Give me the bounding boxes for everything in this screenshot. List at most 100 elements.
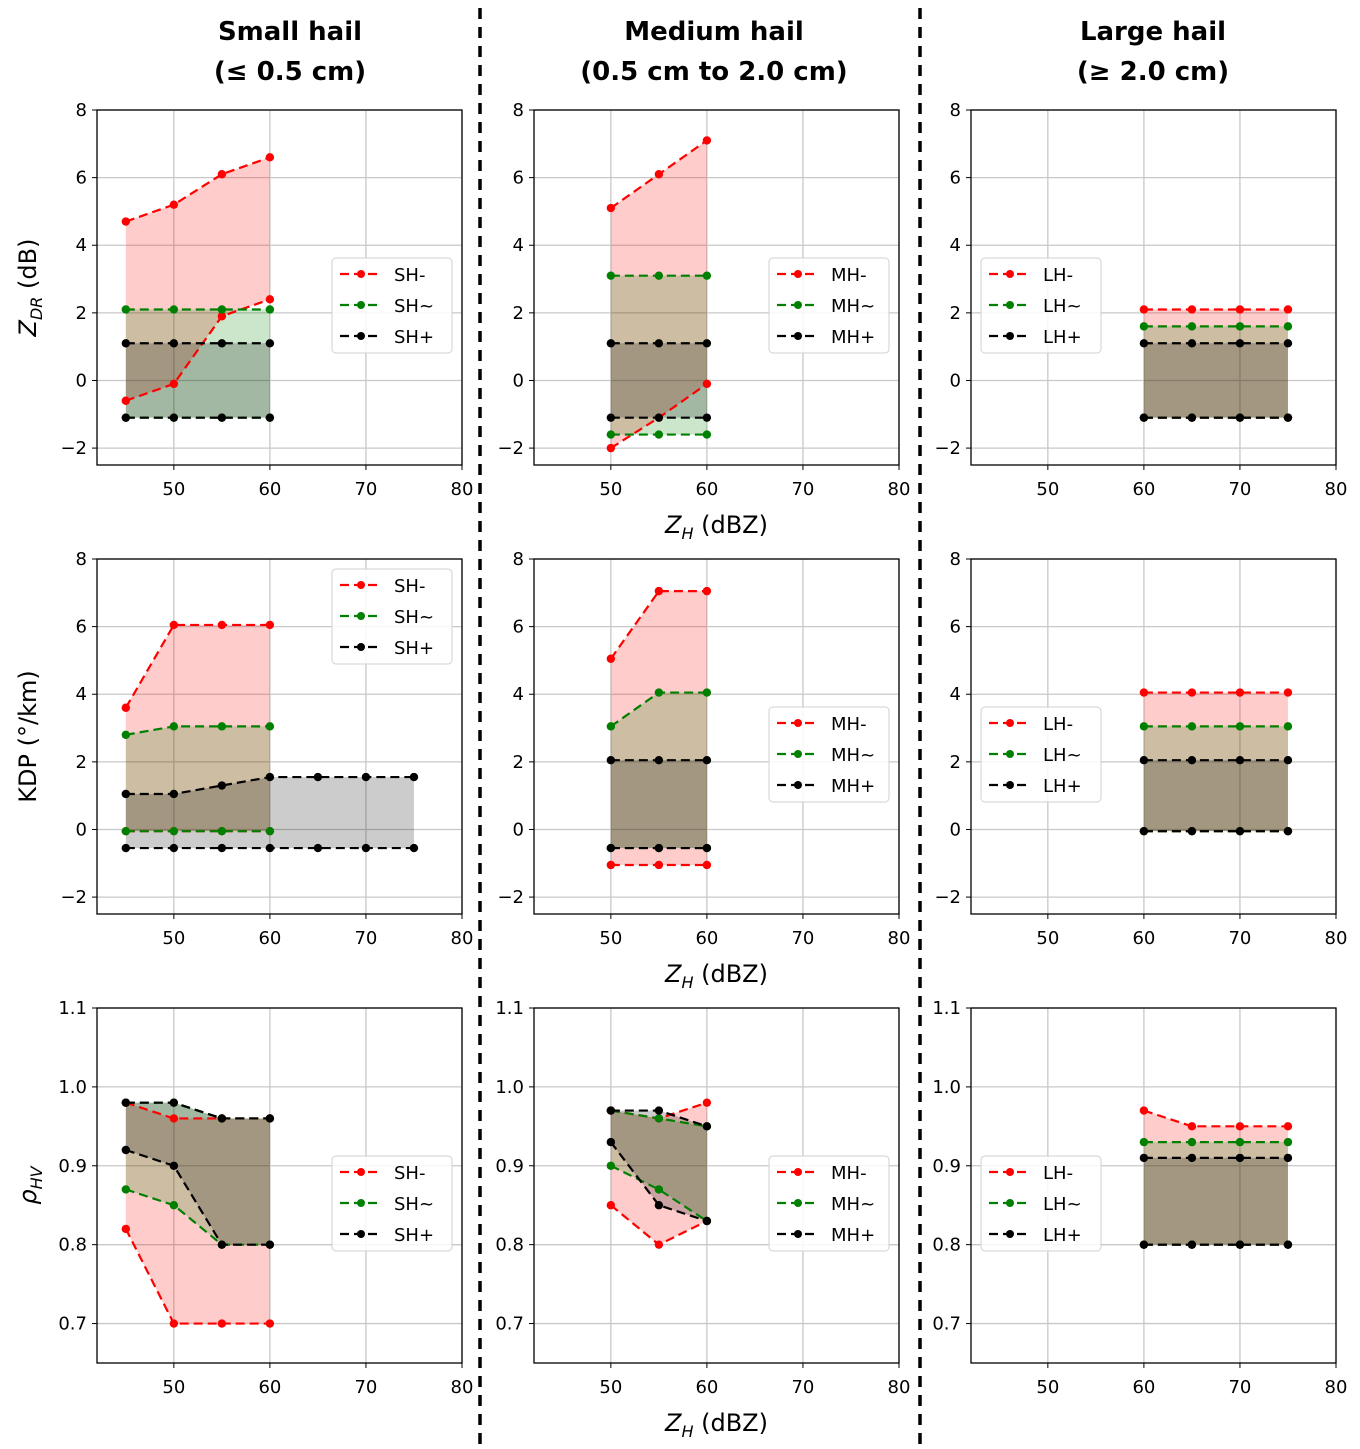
legend-label: LH~ [1043, 1194, 1082, 1215]
data-point [169, 1201, 179, 1210]
legend-label: LH+ [1043, 776, 1082, 797]
data-point [409, 843, 419, 853]
y-tick-label: −2 [934, 438, 961, 459]
range-fill-minus [125, 1102, 270, 1324]
x-tick-label: 60 [258, 479, 281, 500]
data-point [169, 305, 179, 314]
x-tick-label: 80 [888, 928, 911, 949]
legend-label: MH~ [831, 745, 875, 766]
y-tick-label: 0.8 [58, 1235, 87, 1256]
data-point [1187, 322, 1197, 331]
data-point [1139, 322, 1149, 331]
y-tick-label: 0.9 [58, 1156, 87, 1177]
data-point [1283, 688, 1293, 697]
axes-frame [970, 1007, 1337, 1364]
axes-frame [533, 1007, 900, 1364]
data-point [1283, 755, 1293, 765]
data-point [1187, 722, 1197, 731]
data-point [654, 860, 664, 870]
data-point [1235, 1122, 1245, 1131]
x-tick-label: 60 [258, 1377, 281, 1398]
data-point [654, 413, 664, 422]
data-point [121, 396, 131, 405]
x-tick-label: 60 [695, 928, 718, 949]
data-point [121, 217, 131, 226]
legend-marker [357, 301, 365, 309]
axes-frame [96, 558, 463, 915]
range-fill-plus [125, 1102, 270, 1245]
data-point [606, 413, 616, 422]
series-line-upper [124, 623, 270, 709]
legend-marker [794, 270, 802, 278]
data-point [1283, 1240, 1293, 1249]
range-fill-tilde [1143, 726, 1288, 832]
legend-marker [357, 1168, 365, 1176]
legend-marker [794, 1168, 802, 1176]
legend-label: MH~ [831, 296, 875, 317]
series-line-upper [1143, 1109, 1288, 1128]
data-point [169, 722, 179, 731]
series-line-lower [125, 298, 271, 402]
subplot: 50 60 70 80 −2 0 2 4 6 8 LH- LH~ LH+ [934, 549, 1347, 949]
x-tick-label: 50 [1036, 479, 1059, 500]
y-tick-label: 2 [513, 752, 524, 773]
data-point [217, 1319, 227, 1328]
legend-marker [1006, 750, 1014, 758]
data-point [361, 772, 371, 782]
y-tick-label: 4 [76, 235, 87, 256]
legend-label: MH- [831, 714, 867, 735]
y-tick-label: 8 [513, 549, 524, 570]
data-point [1187, 413, 1197, 422]
legend-marker [794, 781, 802, 789]
data-point [121, 703, 131, 712]
data-point [1283, 826, 1293, 836]
data-point [606, 755, 616, 765]
data-point [654, 755, 664, 765]
data-point [702, 271, 712, 280]
y-axis-label: ρHV [14, 1165, 46, 1204]
data-point [1139, 755, 1149, 765]
data-point [217, 781, 227, 790]
range-fill-minus [125, 624, 270, 832]
data-point [217, 722, 227, 731]
legend: MH- MH~ MH+ [768, 257, 890, 354]
x-tick-label: 60 [258, 928, 281, 949]
data-point [265, 1319, 275, 1328]
data-point [1187, 1240, 1197, 1249]
legend-marker [794, 719, 802, 727]
data-point [217, 413, 227, 422]
legend-marker [357, 1199, 365, 1207]
column-subtitle: (0.5 cm to 2.0 cm) [580, 57, 847, 87]
legend-label: LH+ [1043, 327, 1082, 348]
data-point [1235, 1240, 1245, 1249]
series-line-upper [125, 156, 271, 223]
y-tick-label: 0 [76, 819, 87, 840]
data-point [606, 654, 616, 663]
legend-marker [1006, 332, 1014, 340]
y-tick-label: 4 [950, 684, 961, 705]
subplot: 50 60 70 80 0.7 0.8 0.9 1.0 1.1 MH- MH~ MH+ ZH (dBZ) [495, 998, 910, 1441]
x-tick-label: 60 [1132, 1377, 1155, 1398]
data-point [606, 1137, 616, 1147]
legend-marker [357, 581, 365, 589]
legend-marker [1006, 781, 1014, 789]
data-point [121, 1098, 131, 1107]
data-point [606, 1161, 616, 1170]
legend-box [768, 257, 890, 354]
data-point [702, 1216, 712, 1226]
y-tick-label: 2 [950, 303, 961, 324]
data-point [606, 203, 616, 213]
data-point [313, 772, 323, 782]
y-tick-label: 1.1 [932, 998, 961, 1019]
data-point [654, 586, 664, 596]
legend-label: MH- [831, 265, 867, 286]
data-point [217, 170, 227, 179]
subplot: 50 60 70 80 −2 0 2 4 6 8 LH- LH~ LH+ [934, 100, 1347, 500]
y-tick-label: −2 [497, 438, 524, 459]
y-tick-label: 6 [76, 168, 87, 189]
axes-frame [96, 1007, 463, 1364]
legend-label: MH+ [831, 1225, 875, 1246]
x-tick-label: 70 [791, 1377, 814, 1398]
data-point [169, 620, 179, 630]
x-axis-label: ZH (dBZ) [664, 511, 768, 543]
